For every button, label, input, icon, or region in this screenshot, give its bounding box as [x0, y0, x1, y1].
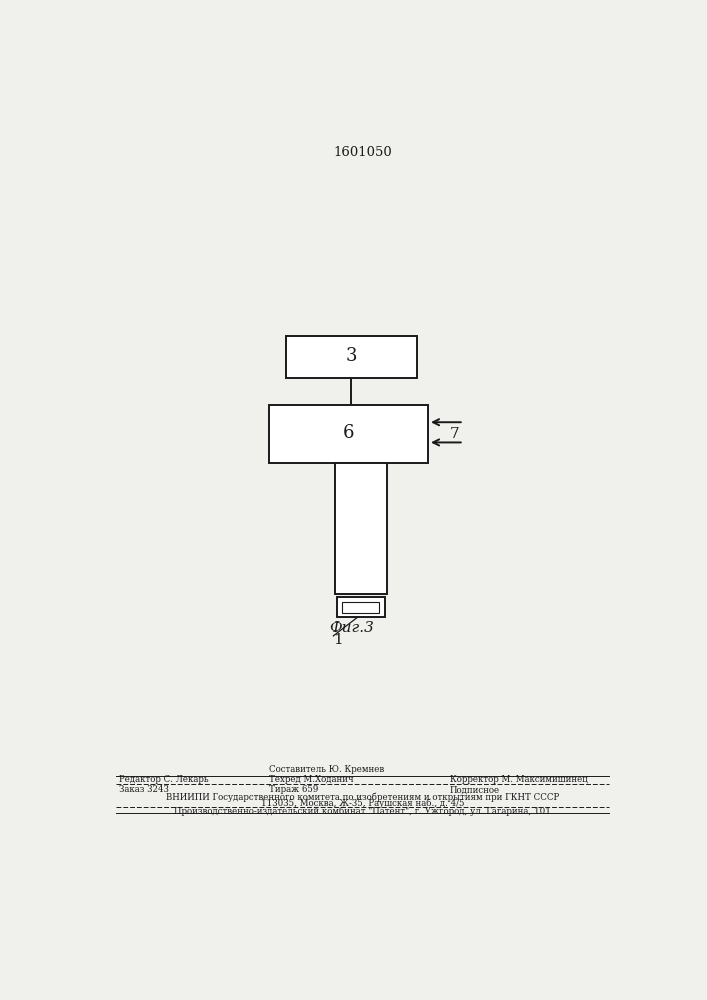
Text: Корректор М. Максимишинец: Корректор М. Максимишинец: [450, 775, 588, 784]
Text: Составитель Ю. Кремнев: Составитель Ю. Кремнев: [269, 765, 385, 774]
Text: 113035, Москва, Ж-35, Раушская наб., д. 4/5: 113035, Москва, Ж-35, Раушская наб., д. …: [261, 798, 464, 808]
Bar: [269, 405, 428, 463]
Text: Техред М.Ходанич: Техред М.Ходанич: [269, 775, 354, 784]
Text: 6: 6: [343, 424, 354, 442]
Text: 1: 1: [334, 633, 343, 647]
Text: 7: 7: [450, 427, 459, 441]
Bar: [335, 463, 387, 594]
Text: 1601050: 1601050: [333, 146, 392, 159]
Text: Производственно-издательский комбинат "Патент", г. Ужгород, ул. Гагарина, 101: Производственно-издательский комбинат "П…: [174, 807, 551, 816]
Text: ВНИИПИ Государственного комитета по изобретениям и открытиям при ГКНТ СССР: ВНИИПИ Государственного комитета по изоб…: [165, 792, 559, 802]
Bar: [286, 336, 417, 378]
Bar: [342, 602, 380, 613]
Text: Подписное: Подписное: [450, 785, 500, 794]
Text: Заказ 3243: Заказ 3243: [119, 785, 168, 794]
Text: Тираж 659: Тираж 659: [269, 785, 319, 794]
Text: 3: 3: [346, 347, 357, 365]
Bar: [337, 597, 385, 617]
Text: Фиг.3: Фиг.3: [329, 621, 374, 635]
Text: Редактор С. Лекарь: Редактор С. Лекарь: [119, 775, 208, 784]
